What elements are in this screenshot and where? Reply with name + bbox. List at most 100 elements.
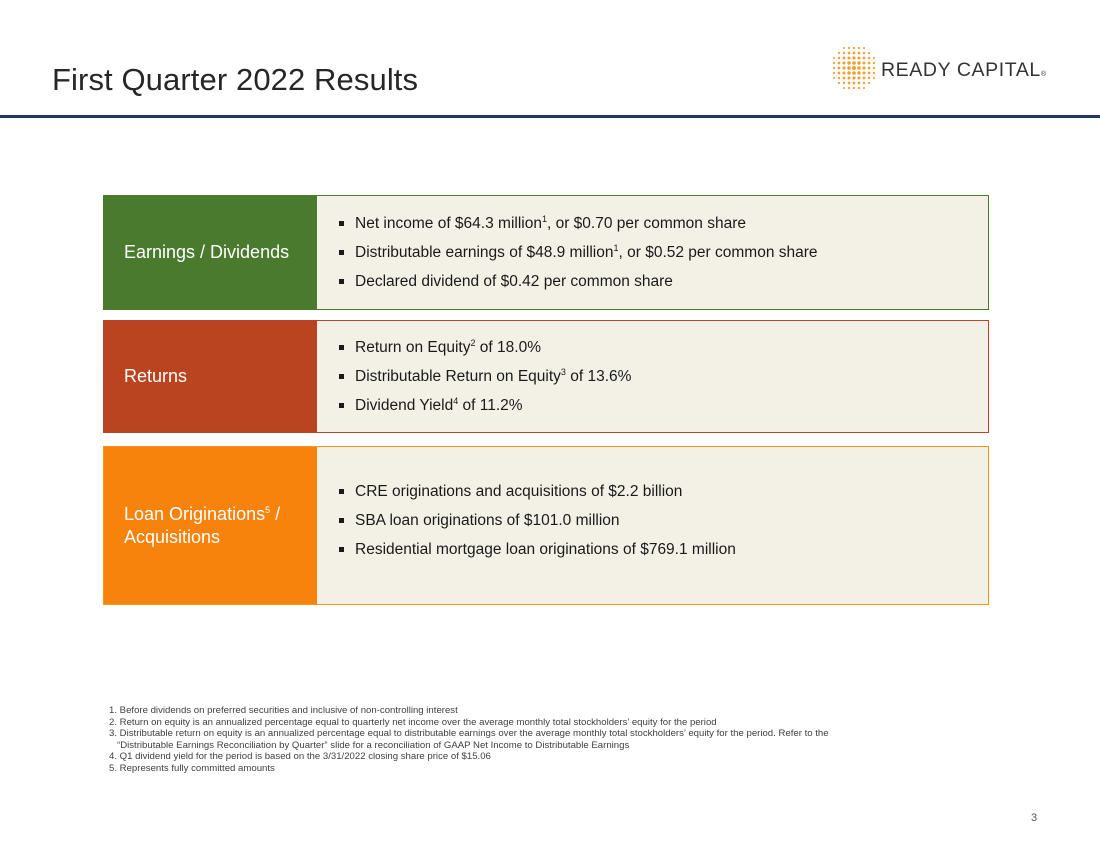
logo-dot <box>842 51 846 55</box>
logo-dot <box>862 51 866 55</box>
earnings-dividends-block: Earnings / Dividends Net income of $64.3… <box>103 195 989 310</box>
logo-dot <box>862 56 866 60</box>
logo-dot <box>862 66 866 70</box>
header-rule <box>0 115 1100 118</box>
block-content: Return on Equity2 of 18.0% Distributable… <box>317 321 988 432</box>
logo-dot <box>842 46 846 50</box>
logo-dot <box>867 61 871 65</box>
logo-dot <box>832 56 836 60</box>
footnote: 3. Distributable return on equity is an … <box>109 728 829 740</box>
logo-dot <box>857 61 861 65</box>
logo-dot <box>842 61 846 65</box>
bullet-item: SBA loan originations of $101.0 million <box>339 506 988 535</box>
logo-dot <box>862 46 866 50</box>
bullet-item: Distributable earnings of $48.9 million1… <box>339 238 988 267</box>
logo-dot <box>862 61 866 65</box>
logo-dot <box>852 81 856 85</box>
logo-dot <box>852 61 856 65</box>
block-label: Loan Originations5 / Acquisitions <box>104 447 317 604</box>
logo-dot <box>842 56 846 60</box>
logo-dot <box>837 66 841 70</box>
block-label: Earnings / Dividends <box>104 196 317 309</box>
logo-dot <box>872 61 876 65</box>
logo-dot <box>872 76 876 80</box>
logo-dot <box>857 86 861 90</box>
logo-dot <box>851 65 857 71</box>
dot-grid-logo-icon <box>832 46 876 90</box>
footnotes: 1. Before dividends on preferred securit… <box>109 705 969 775</box>
logo-dot <box>837 61 841 65</box>
logo-dot <box>837 71 841 75</box>
logo-dot <box>832 71 836 75</box>
footnote: 4. Q1 dividend yield for the period is b… <box>109 751 491 763</box>
logo-dot <box>867 66 871 70</box>
logo-dot <box>862 71 866 75</box>
logo-dot <box>852 56 856 60</box>
footnote: “Distributable Earnings Reconciliation b… <box>117 739 630 751</box>
logo-dot <box>857 71 861 75</box>
logo-dot <box>862 81 866 85</box>
bullet-item: CRE originations and acquisitions of $2.… <box>339 477 988 506</box>
logo-dot <box>867 51 871 55</box>
logo-dot <box>842 81 846 85</box>
block-content: CRE originations and acquisitions of $2.… <box>317 447 988 604</box>
bullet-item: Dividend Yield4 of 11.2% <box>339 391 988 420</box>
logo-dot <box>872 71 876 75</box>
logo-dot <box>847 86 851 90</box>
logo-text: READY CAPITAL® <box>881 59 1047 81</box>
logo-dot <box>847 61 851 65</box>
logo-dot <box>842 86 846 90</box>
logo-dot <box>837 76 841 80</box>
logo-dot <box>867 71 871 75</box>
logo-dot <box>852 46 856 50</box>
bullet-item: Distributable Return on Equity3 of 13.6% <box>339 362 988 391</box>
logo-dot <box>842 66 846 70</box>
logo-dot <box>832 76 836 80</box>
logo-dot <box>852 71 856 75</box>
logo-dot <box>832 66 836 70</box>
footnote: 5. Represents fully committed amounts <box>109 762 275 774</box>
block-content: Net income of $64.3 million1, or $0.70 p… <box>317 196 988 309</box>
returns-block: Returns Return on Equity2 of 18.0% Distr… <box>103 320 989 433</box>
footnote: 2. Return on equity is an annualized per… <box>109 716 717 728</box>
logo-dot <box>837 81 841 85</box>
logo-dot <box>832 61 836 65</box>
page-number: 3 <box>1031 812 1038 824</box>
logo-dot <box>857 51 861 55</box>
block-label: Returns <box>104 321 317 432</box>
logo-dot <box>842 76 846 80</box>
logo-dot <box>872 56 876 60</box>
logo-dot <box>847 46 851 50</box>
slide-title: First Quarter 2022 Results <box>52 62 419 97</box>
logo-dot <box>862 86 866 90</box>
logo-dot <box>852 86 856 90</box>
logo-dot <box>857 81 861 85</box>
logo-dot <box>852 51 856 55</box>
bullet-item: Declared dividend of $0.42 per common sh… <box>339 267 988 296</box>
bullet-item: Net income of $64.3 million1, or $0.70 p… <box>339 209 988 238</box>
logo-dot <box>837 51 841 55</box>
logo-dot <box>847 81 851 85</box>
logo-dot <box>872 66 876 70</box>
ready-capital-logo: READY CAPITAL® <box>828 42 1068 94</box>
loan-originations-block: Loan Originations5 / Acquisitions CRE or… <box>103 446 989 605</box>
logo-dot <box>847 56 851 60</box>
bullet-item: Return on Equity2 of 18.0% <box>339 333 988 362</box>
bullet-item: Residential mortgage loan originations o… <box>339 535 988 564</box>
logo-dot <box>847 66 851 70</box>
logo-dot <box>847 51 851 55</box>
footnote: 1. Before dividends on preferred securit… <box>109 705 458 716</box>
logo-dot <box>857 46 861 50</box>
logo-dot <box>837 56 841 60</box>
logo-dot <box>867 81 871 85</box>
logo-dot <box>857 76 861 80</box>
logo-dot <box>862 76 866 80</box>
logo-dot <box>857 56 861 60</box>
logo-dot <box>852 76 856 80</box>
logo-dot <box>857 66 861 70</box>
logo-dot <box>867 56 871 60</box>
logo-dot <box>867 76 871 80</box>
logo-dot <box>847 71 851 75</box>
logo-dot <box>842 71 846 75</box>
logo-dot <box>847 76 851 80</box>
